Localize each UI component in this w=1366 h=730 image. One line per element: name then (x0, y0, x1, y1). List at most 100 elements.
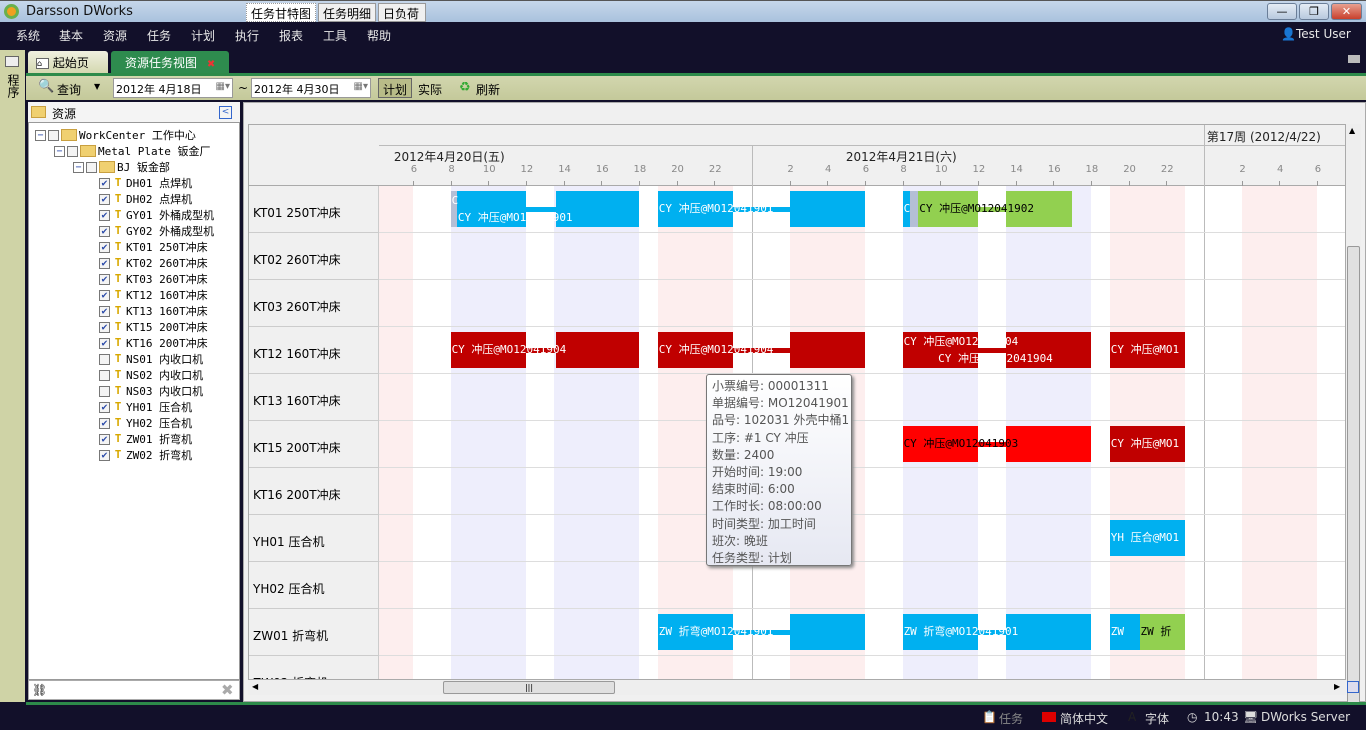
tree-node[interactable]: − BJ 钣金部 (73, 159, 170, 175)
tree-checkbox[interactable]: ✔ (99, 193, 110, 205)
tree-node[interactable]: ✔ T YH02 压合机 (99, 415, 192, 431)
tree-node[interactable]: − WorkCenter 工作中心 (35, 127, 196, 143)
task-bar-label[interactable]: CY 冲压@MO12041901 (457, 211, 573, 224)
scroll-left-icon[interactable]: ◀ (252, 682, 259, 691)
task-bar-label[interactable]: C (903, 202, 911, 215)
minimize-button[interactable]: — (1267, 3, 1297, 20)
plan-toggle[interactable]: 计划 (378, 78, 413, 98)
expand-collapse-icon[interactable]: − (35, 129, 46, 141)
task-menu[interactable]: 任务 (999, 712, 1024, 726)
task-bar-label[interactable]: CY 冲压@MO12041904 (451, 343, 567, 356)
tree-node[interactable]: ✔ T DH02 点焊机 (99, 191, 192, 207)
task-bar[interactable] (450, 332, 526, 368)
tree-checkbox[interactable]: ✔ (99, 321, 110, 333)
task-bar-label[interactable]: CY 冲压@MO12041904 (903, 335, 1019, 348)
program-label[interactable]: 程序 (6, 74, 20, 98)
user-name[interactable]: Test User (1296, 27, 1351, 41)
windows-icon[interactable] (5, 56, 19, 67)
task-bar[interactable] (789, 332, 865, 368)
scroll-thumb[interactable] (1347, 246, 1360, 706)
vertical-scrollbar[interactable]: ▲ (1346, 124, 1361, 706)
task-bar[interactable] (657, 191, 734, 227)
task-bar[interactable] (555, 191, 639, 227)
task-bar-label[interactable]: YH 压合@MO1 (1110, 531, 1180, 544)
task-bar[interactable] (902, 332, 938, 368)
task-bar-label[interactable]: CY 冲压@MO12041901 (658, 202, 774, 215)
menu-item[interactable]: 基本 (59, 29, 84, 43)
tree-checkbox[interactable] (86, 161, 97, 173)
task-bar[interactable] (902, 614, 978, 650)
expand-collapse-icon[interactable]: − (54, 145, 65, 157)
scroll-right-icon[interactable]: ▶ (1334, 682, 1341, 691)
task-bar-label[interactable]: ZW 折弯@MO12041901 (903, 625, 1019, 638)
tree-checkbox[interactable]: ✔ (99, 449, 110, 461)
task-bar-label[interactable]: CY 冲压@MO12041904 (938, 352, 1053, 365)
task-bar-label[interactable]: CY 冲压@MO1 (1110, 437, 1180, 450)
tree-node[interactable]: T NS02 内收口机 (99, 367, 203, 383)
menu-item[interactable]: 帮助 (367, 29, 392, 43)
view-tab[interactable]: 任务甘特图 (246, 3, 316, 22)
menu-item[interactable]: 报表 (279, 29, 304, 43)
tab-resource-task-view[interactable]: 资源任务视图 ✖ (111, 51, 229, 73)
tree-node[interactable]: ✔ T KT01 250T冲床 (99, 239, 208, 255)
task-bar[interactable] (456, 191, 526, 227)
menu-item[interactable]: 工具 (323, 29, 348, 43)
tree-node[interactable]: T NS03 内收口机 (99, 383, 203, 399)
task-bar[interactable] (657, 332, 734, 368)
tree-checkbox[interactable] (99, 385, 110, 397)
tree-node[interactable]: ✔ T KT15 200T冲床 (99, 319, 208, 335)
task-bar[interactable] (1006, 614, 1091, 650)
task-bar-label[interactable]: ZW 折弯@MO12041901 (658, 625, 774, 638)
refresh-button[interactable]: 刷新 (476, 83, 501, 97)
view-tab[interactable]: 任务明细 (318, 3, 376, 22)
close-button[interactable]: ✕ (1331, 3, 1362, 20)
expand-collapse-icon[interactable]: − (73, 161, 84, 173)
restore-button[interactable]: ❐ (1299, 3, 1329, 20)
tab-start-page[interactable]: ⌂ 起始页 (28, 51, 108, 73)
task-bar[interactable] (450, 191, 457, 227)
task-bar[interactable] (1006, 332, 1091, 368)
task-bar-label[interactable]: CY 冲压@MO12041903 (903, 437, 1019, 450)
task-bar[interactable] (1109, 332, 1186, 368)
task-bar-label[interactable]: ZW 折 (1140, 625, 1172, 638)
close-tab-icon[interactable]: ✖ (206, 59, 216, 70)
tree-checkbox[interactable]: ✔ (99, 289, 110, 301)
tree-checkbox[interactable]: ✔ (99, 241, 110, 253)
task-bar[interactable] (1109, 614, 1140, 650)
tree-node[interactable]: − Metal Plate 钣金厂 (54, 143, 210, 159)
font-menu[interactable]: 字体 (1145, 712, 1170, 726)
task-bar[interactable] (1109, 520, 1186, 556)
scroll-up-icon[interactable]: ▲ (1349, 126, 1356, 135)
task-bar-label[interactable]: C (451, 194, 459, 207)
tree-checkbox[interactable] (67, 145, 78, 157)
tree-checkbox[interactable] (99, 369, 110, 381)
task-bar[interactable] (789, 614, 865, 650)
tree-node[interactable]: ✔ T KT13 160T冲床 (99, 303, 208, 319)
calendar-icon[interactable]: ▦▾ (215, 81, 230, 92)
task-bar[interactable] (902, 191, 911, 227)
window-list-icon[interactable] (1348, 55, 1360, 63)
tree-checkbox[interactable]: ✔ (99, 305, 110, 317)
tree-node[interactable]: ✔ T YH01 压合机 (99, 399, 192, 415)
menu-item[interactable]: 执行 (235, 29, 260, 43)
tree-checkbox[interactable]: ✔ (99, 225, 110, 237)
tree-checkbox[interactable]: ✔ (99, 417, 110, 429)
tree-checkbox[interactable]: ✔ (99, 337, 110, 349)
menu-item[interactable]: 任务 (147, 29, 172, 43)
task-bar[interactable] (910, 191, 919, 227)
tree-node[interactable]: ✔ T KT16 200T冲床 (99, 335, 208, 351)
actual-toggle[interactable]: 实际 (418, 83, 443, 97)
task-bar[interactable] (937, 332, 978, 368)
task-bar[interactable] (1139, 614, 1186, 650)
tree-checkbox[interactable]: ✔ (99, 257, 110, 269)
task-bar[interactable] (789, 191, 865, 227)
tree-node[interactable]: ✔ T ZW01 折弯机 (99, 431, 192, 447)
query-dropdown-icon[interactable]: ▼ (94, 82, 101, 91)
tree-node[interactable]: ✔ T ZW02 折弯机 (99, 447, 192, 463)
menu-item[interactable]: 计划 (191, 29, 216, 43)
tree-node[interactable]: T NS01 内收口机 (99, 351, 203, 367)
menu-item[interactable]: 资源 (103, 29, 128, 43)
task-bar[interactable] (657, 614, 734, 650)
task-bar[interactable] (555, 332, 639, 368)
tree-node[interactable]: ✔ T GY02 外桶成型机 (99, 223, 214, 239)
